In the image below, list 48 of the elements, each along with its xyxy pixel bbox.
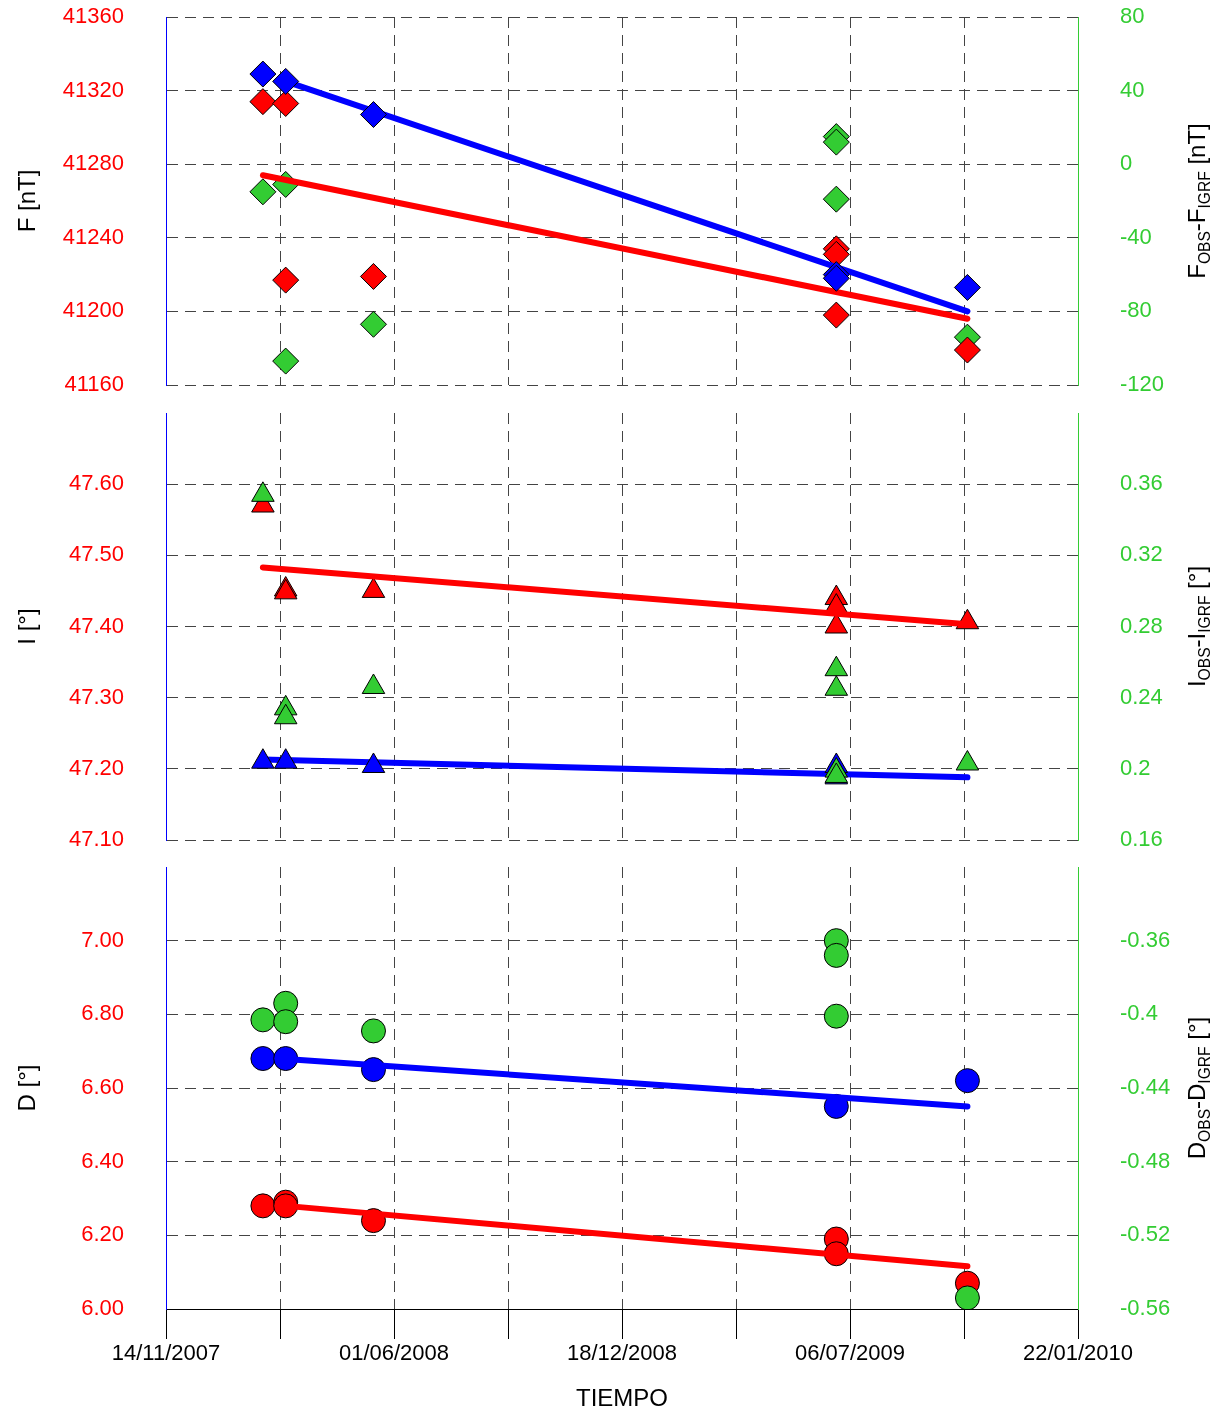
x-tick-label: 06/07/2009: [794, 1340, 906, 1366]
y2-tick-label: -0.4: [1120, 1000, 1158, 1026]
y-tick-label: 47.20: [68, 754, 124, 780]
y-tick-label: 6.00: [81, 1295, 124, 1321]
y-tick-label: 47.40: [68, 612, 124, 638]
y-tick-label: 47.60: [68, 470, 124, 496]
y2-axis-title: DOBS-DIGRF [°]: [1182, 1016, 1213, 1160]
y2-axis-title: FOBS-FIGRF [nT]: [1182, 123, 1213, 279]
y-axis-title: D [°]: [12, 1064, 40, 1112]
y-tick-label: 41280: [62, 150, 124, 176]
y2-tick-label: 0: [1120, 150, 1133, 176]
y2-tick-label: -0.52: [1120, 1221, 1171, 1247]
y-tick-label: 41240: [62, 223, 124, 249]
y2-tick-label: 40: [1120, 76, 1145, 102]
y2-tick-label: 0.2: [1120, 754, 1151, 780]
y2-tick-label: 0.24: [1120, 683, 1163, 709]
y2-tick-label: -0.44: [1120, 1074, 1171, 1100]
x-tick-label: 14/11/2007: [111, 1340, 221, 1366]
y2-tick-label: -120: [1120, 371, 1165, 397]
y2-tick-label: -0.48: [1120, 1147, 1171, 1173]
y-tick-label: 6.60: [81, 1074, 124, 1100]
y2-tick-label: -40: [1120, 223, 1152, 249]
y-tick-label: 6.20: [81, 1221, 124, 1247]
y-tick-label: 7.00: [81, 926, 124, 952]
y-axis-title: I [°]: [12, 608, 40, 645]
y2-tick-label: -0.36: [1120, 926, 1171, 952]
y-tick-label: 47.50: [68, 541, 124, 567]
y-tick-label: 41320: [62, 76, 124, 102]
y2-tick-label: 0.28: [1120, 612, 1163, 638]
y2-tick-label: 0.36: [1120, 470, 1163, 496]
y2-tick-label: 80: [1120, 3, 1145, 29]
x-axis-title: TIEMPO: [575, 1384, 669, 1412]
y-axis-title: F [nT]: [12, 169, 40, 233]
y2-tick-label: 0.16: [1120, 826, 1163, 852]
x-tick-label: 01/06/2008: [338, 1340, 450, 1366]
y2-tick-label: -80: [1120, 297, 1152, 323]
y-tick-label: 41360: [62, 3, 124, 29]
y2-tick-label: -0.56: [1120, 1295, 1171, 1321]
y-tick-label: 6.80: [81, 1000, 124, 1026]
x-tick-label: 22/01/2010: [1022, 1340, 1134, 1366]
y-tick-label: 6.40: [81, 1147, 124, 1173]
x-tick-label: 18/12/2008: [566, 1340, 678, 1366]
y2-axis-title: IOBS-IIGRF [°]: [1182, 565, 1213, 688]
y-tick-label: 41200: [62, 297, 124, 323]
y-tick-label: 41160: [64, 371, 124, 397]
y-tick-label: 47.10: [68, 826, 124, 852]
y2-tick-label: 0.32: [1120, 541, 1163, 567]
y-tick-label: 47.30: [68, 683, 124, 709]
